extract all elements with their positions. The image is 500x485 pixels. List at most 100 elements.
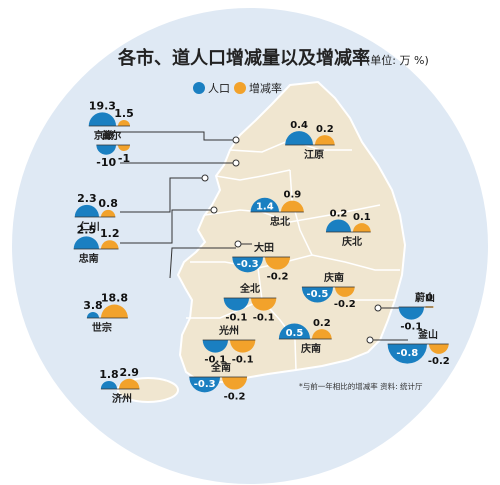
population-value: 0.5 [286,328,304,339]
rate-mark [312,329,332,339]
rate-value: 0.1 [353,212,371,223]
region-name: 忠北 [270,215,290,228]
region-marker: -10 -1 首尔 [96,129,130,169]
population-mark [100,380,117,389]
legend-population-swatch [193,82,205,94]
region-name: 釜山 [417,328,438,341]
population-value: 0.2 [330,208,348,219]
leader-lines [110,131,408,341]
population-mark [96,145,116,155]
rate-value: -1 [118,152,130,165]
region-name: 济州 [112,392,132,405]
region-marker: -0.8 -0.2 釜山 [387,328,450,367]
chart-title: 各市、道人口增减量以及增减率 [117,47,370,69]
population-value: -10 [96,156,116,169]
region-name: 世宗 [92,321,112,334]
legend: 人口 增减率 [193,81,282,95]
footnote: *与前一年相比的增减率 资料: 统计厅 [299,381,423,391]
population-mark [301,287,333,303]
region-marker: -0.3 -0.2 全南 [189,361,248,403]
rate-mark [281,200,304,212]
region-name: 庆北 [341,235,362,248]
rate-mark [230,340,256,353]
rate-value: 1.5 [114,107,134,120]
region-name: 光州 [218,324,239,337]
region-marker: -0.1 -0.1 光州 [202,324,256,366]
region-marker: 0.5 0.2 庆南 [278,318,332,355]
rate-value: 0.9 [284,190,302,201]
region-marker: 1.8 2.9 济州 [99,366,140,405]
population-value: -0.1 [225,313,247,324]
region-marker: 0.4 0.2 江原 [285,120,335,161]
region-name: 庆南 [323,271,344,284]
region-name: 首尔 [101,129,121,142]
rate-mark [429,344,449,354]
population-value: 2.3 [77,192,97,205]
region-marker: -0.1 -0.1 全北 [223,282,277,324]
region-name: 蔚山 [415,291,435,304]
rate-mark [353,223,371,232]
population-value: 3.8 [83,299,103,312]
population-mark [278,323,310,339]
population-mark [232,257,263,273]
region-marker: 0.2 0.1 庆北 [325,208,371,248]
population-value: -0.1 [204,355,226,366]
population-mark [86,311,99,318]
rate-mark [101,209,116,217]
province-borders [186,139,400,371]
rate-value: 1.2 [100,227,120,240]
population-value: -0.3 [237,259,259,270]
region-marker: -0.1 0蔚山 [398,291,435,333]
rate-mark [118,120,130,126]
rate-mark [251,298,277,311]
rate-value: -0.2 [267,272,289,283]
rate-value: 0.2 [316,124,334,135]
legend-population-label: 人口 [208,82,230,95]
population-value: 0.4 [290,120,308,131]
population-mark [88,112,116,126]
rate-mark [101,240,119,249]
rate-mark [315,135,335,145]
chart-unit: (单位: 万 %) [366,53,429,67]
rate-mark [335,287,355,297]
population-value: -0.5 [307,289,329,300]
legend-rate-swatch [234,82,246,94]
rate-value: 0.2 [313,318,331,329]
population-mark [202,340,228,353]
region-marker: 1.4 0.9 忠北 [250,190,304,228]
rate-mark [101,304,128,318]
rate-value: -0.1 [232,355,254,366]
region-name: 仁川 [80,220,100,233]
rate-value: 0 [426,293,433,304]
rate-value: 18.8 [101,292,128,305]
population-value: 19.3 [89,99,116,112]
population-mark [387,344,427,364]
region-name: 京畿 [94,129,114,142]
population-value: 2.5 [77,223,97,236]
region-name: 大田 [254,241,274,254]
region-marker: 3.818.8 世宗 [83,292,128,334]
rate-mark [119,378,140,389]
population-mark [73,236,99,249]
population-mark [325,219,351,232]
location-dots [201,136,382,344]
rate-value: -0.2 [224,392,246,403]
region-marker: -0.5 -0.2 庆南 [301,271,356,310]
rate-value: -0.1 [253,313,275,324]
region-marker: 2.5 1.2忠南 [73,223,120,265]
population-mark [285,131,313,145]
population-mark [398,307,424,320]
population-value: -0.8 [396,348,418,359]
population-value: -0.3 [194,379,216,390]
region-name: 庆南 [300,342,321,355]
population-mark [250,197,279,212]
rate-mark [118,145,130,151]
rate-value: 2.9 [119,366,139,379]
region-name: 江原 [304,148,324,161]
region-marker: -0.3 -0.2 大田 [232,241,291,283]
region-name: 全南 [210,361,231,374]
rate-value: -0.2 [334,299,356,310]
population-value: -0.1 [400,322,422,333]
